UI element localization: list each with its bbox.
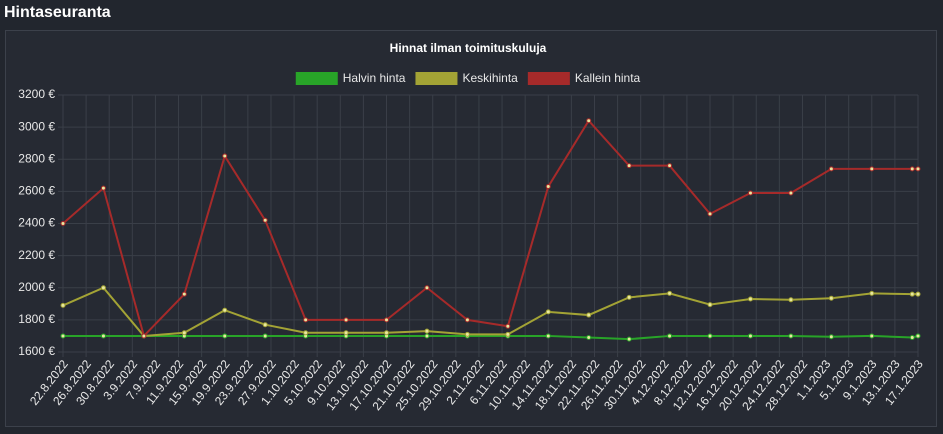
point (828, 295, 834, 301)
y-tick-label: 2400 € (18, 216, 55, 230)
point (869, 290, 875, 296)
point (788, 333, 794, 339)
y-tick-label: 1600 € (18, 344, 55, 358)
point (707, 333, 713, 339)
point (586, 312, 592, 318)
point (222, 307, 228, 313)
point (667, 163, 673, 169)
point (586, 118, 592, 124)
point (707, 302, 713, 308)
legend-label: Keskihinta (462, 71, 518, 85)
point (100, 185, 106, 191)
chart-title: Hinnat ilman toimituskuluja (390, 41, 547, 55)
point (909, 166, 915, 172)
panel (5, 30, 937, 427)
point (915, 333, 921, 339)
point (60, 333, 66, 339)
y-tick-label: 3200 € (18, 87, 55, 101)
legend-swatch (415, 72, 458, 85)
point (505, 323, 511, 329)
page-title: Hintaseuranta (4, 4, 111, 21)
point (384, 317, 390, 323)
point (909, 291, 915, 297)
y-tick-label: 1800 € (18, 312, 55, 326)
y-tick-label: 3000 € (18, 119, 55, 133)
point (464, 317, 470, 323)
point (909, 335, 915, 341)
point (915, 166, 921, 172)
point (343, 330, 349, 336)
legend-swatch (295, 72, 338, 85)
point (424, 328, 430, 334)
point (60, 302, 66, 308)
point (545, 184, 551, 190)
point (222, 333, 228, 339)
point (60, 221, 66, 226)
point (828, 166, 834, 172)
point (424, 285, 430, 291)
point (424, 333, 430, 339)
point (586, 335, 592, 341)
point (262, 217, 268, 223)
point (788, 297, 794, 303)
y-tick-label: 2000 € (18, 280, 55, 294)
legend-swatch (527, 72, 570, 85)
legend-label: Kallein hinta (575, 71, 641, 85)
point (303, 317, 309, 323)
point (222, 153, 228, 159)
legend-label: Halvin hinta (343, 71, 406, 85)
point (747, 333, 753, 339)
point (626, 294, 632, 300)
point (100, 333, 106, 339)
point (343, 317, 349, 323)
point (788, 190, 794, 196)
point (141, 333, 147, 339)
point (303, 330, 309, 336)
point (915, 291, 921, 297)
point (181, 291, 187, 297)
point (505, 331, 511, 337)
point (100, 285, 106, 291)
point (747, 296, 753, 302)
point (464, 331, 470, 337)
point (181, 330, 187, 336)
y-tick-label: 2600 € (18, 184, 55, 198)
point (262, 322, 268, 328)
point (747, 190, 753, 196)
point (626, 163, 632, 169)
y-tick-label: 2200 € (18, 248, 55, 262)
y-tick-label: 2800 € (18, 151, 55, 165)
point (384, 330, 390, 336)
point (667, 333, 673, 339)
point (545, 309, 551, 315)
point (707, 211, 713, 217)
point (262, 333, 268, 339)
point (545, 333, 551, 339)
point (828, 334, 834, 340)
point (869, 166, 875, 172)
point (869, 333, 875, 339)
point (667, 290, 673, 296)
point (626, 336, 632, 342)
